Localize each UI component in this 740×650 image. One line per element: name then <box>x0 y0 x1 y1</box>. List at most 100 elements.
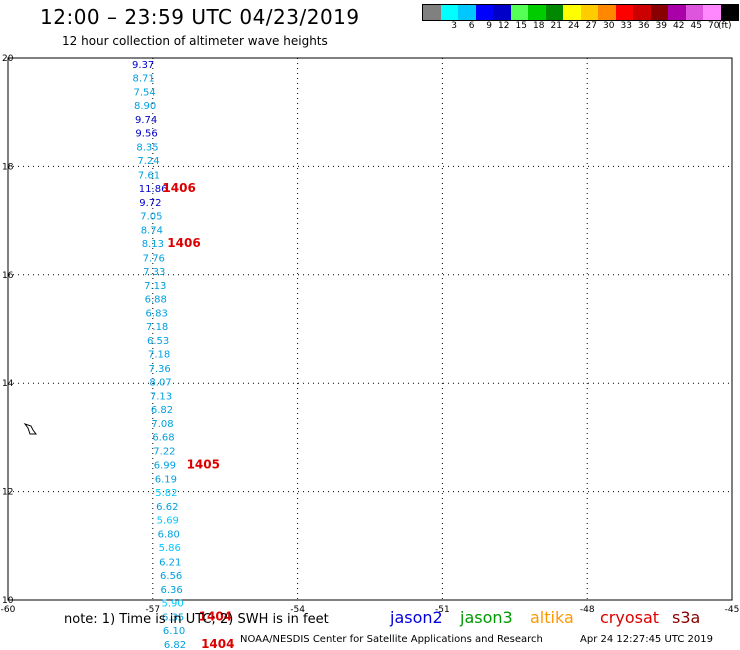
wave-height-point: 6.35 <box>162 613 184 624</box>
x-tick-label: -54 <box>290 605 305 615</box>
wave-height-point: 8.07 <box>149 377 171 388</box>
island-outline <box>23 423 37 435</box>
wave-height-point: 6.82 <box>151 405 173 416</box>
scale-label: 15 <box>515 21 527 31</box>
wave-height-point: 8.71 <box>133 73 155 84</box>
y-tick-label: 14 <box>2 379 14 389</box>
wave-height-point: 8.74 <box>141 226 163 237</box>
wave-height-point: 6.82 <box>164 640 186 650</box>
generation-timestamp: Apr 24 12:27:45 UTC 2019 <box>580 634 713 645</box>
x-tick-label: -60 <box>1 605 16 615</box>
wave-height-point: 11.86 <box>139 184 168 195</box>
scale-swatch-12 <box>633 5 651 20</box>
x-tick-label: -57 <box>145 605 160 615</box>
wave-height-point: 6.21 <box>159 557 181 568</box>
wave-height-point: 8.90 <box>134 101 156 112</box>
wave-height-point: 7.36 <box>148 364 170 375</box>
color-scale-labels: 3 6 9 12 15 18 21 24 27 30 33 36 39 42 45 70 <box>422 21 720 31</box>
wave-height-point: 6.80 <box>158 530 180 541</box>
scale-swatch-7 <box>545 5 563 20</box>
y-tick-label: 10 <box>2 596 14 606</box>
wave-height-point: 7.22 <box>153 447 175 458</box>
wave-height-point: 5.82 <box>155 488 177 499</box>
scale-label: 9 <box>486 21 492 31</box>
wave-height-point: 6.99 <box>154 460 176 471</box>
scale-label: 33 <box>620 21 632 31</box>
wave-height-point: 7.54 <box>133 87 155 98</box>
scale-label: 70 <box>708 21 720 31</box>
scale-swatch-11 <box>615 5 633 20</box>
scale-swatch-5 <box>510 5 528 20</box>
scale-swatch-1 <box>440 5 458 20</box>
scale-swatch-4 <box>493 5 511 20</box>
color-scale-bar <box>422 4 739 21</box>
wave-height-point: 9.72 <box>139 198 161 209</box>
pass-time-label: 1406 <box>162 181 195 195</box>
wave-height-point: 6.56 <box>160 571 182 582</box>
scale-swatch-8 <box>563 5 581 20</box>
page-title: 12:00 – 23:59 UTC 04/23/2019 <box>40 5 360 29</box>
wave-height-point: 6.53 <box>147 336 169 347</box>
credit-line: NOAA/NESDIS Center for Satellite Applica… <box>240 634 543 645</box>
pass-time-label: 1404 <box>199 610 232 624</box>
scale-swatch-9 <box>580 5 598 20</box>
wave-height-point: 7.76 <box>143 253 165 264</box>
x-tick-label: -51 <box>435 605 450 615</box>
x-tick-label: -45 <box>725 605 740 615</box>
scale-swatch-15 <box>685 5 703 20</box>
wave-height-point: 8.35 <box>136 143 158 154</box>
y-tick-label: 12 <box>2 488 13 498</box>
wave-height-point: 7.13 <box>144 281 166 292</box>
wave-height-point: 6.83 <box>146 309 168 320</box>
wave-height-point: 5.90 <box>161 599 183 610</box>
scale-label: 24 <box>568 21 580 31</box>
wave-height-point: 6.36 <box>161 585 183 596</box>
wave-height-point: 7.13 <box>150 391 172 402</box>
legend-item-jason2: jason2 <box>390 608 443 627</box>
wave-height-point: 6.68 <box>152 433 174 444</box>
wave-height-point: 7.33 <box>143 267 165 278</box>
wave-height-point: 6.10 <box>163 626 185 637</box>
scale-label: 39 <box>655 21 667 31</box>
scale-swatch-10 <box>598 5 616 20</box>
scale-swatch-3 <box>475 5 493 20</box>
pass-time-label: 1405 <box>187 457 220 471</box>
scale-label: 42 <box>673 21 685 31</box>
wave-height-point: 5.86 <box>159 543 181 554</box>
wave-height-point: 6.62 <box>156 502 178 513</box>
legend-item-cryosat: cryosat <box>600 608 660 627</box>
scale-swatch-14 <box>668 5 686 20</box>
scale-label: 3 <box>451 21 457 31</box>
wave-height-point: 6.88 <box>145 294 167 305</box>
scale-swatch-17 <box>720 5 738 20</box>
wave-height-point: 7.05 <box>140 212 162 223</box>
color-scale-unit: (ft) <box>718 21 732 31</box>
scale-swatch-16 <box>703 5 721 20</box>
scale-label: 18 <box>533 21 545 31</box>
wave-height-point: 7.61 <box>138 170 160 181</box>
y-tick-label: 20 <box>2 54 14 64</box>
scale-swatch-0 <box>423 5 441 20</box>
legend-item-jason3: jason3 <box>460 608 513 627</box>
wave-height-point: 7.18 <box>148 350 170 361</box>
plot-frame <box>7 57 733 601</box>
wave-height-point: 7.08 <box>151 419 173 430</box>
scale-label: 12 <box>498 21 510 31</box>
scale-label: 36 <box>638 21 650 31</box>
scale-label: 6 <box>468 21 475 31</box>
wave-height-point: 8.13 <box>142 239 164 250</box>
legend-item-altika: altika <box>530 608 574 627</box>
legend-item-s3a: s3a <box>672 608 701 627</box>
scale-swatch-6 <box>528 5 546 20</box>
pass-time-label: 1406 <box>167 236 200 250</box>
wave-height-point: 9.74 <box>135 115 157 126</box>
scale-swatch-13 <box>650 5 668 20</box>
x-tick-label: -48 <box>580 605 595 615</box>
wave-height-point: 7.24 <box>137 156 159 167</box>
pass-time-label: 1404 <box>201 637 234 650</box>
y-tick-label: 18 <box>2 162 14 172</box>
scale-label: 21 <box>550 21 562 31</box>
scale-swatch-2 <box>458 5 476 20</box>
page-subtitle: 12 hour collection of altimeter wave hei… <box>62 34 328 48</box>
scale-label: 45 <box>690 21 702 31</box>
